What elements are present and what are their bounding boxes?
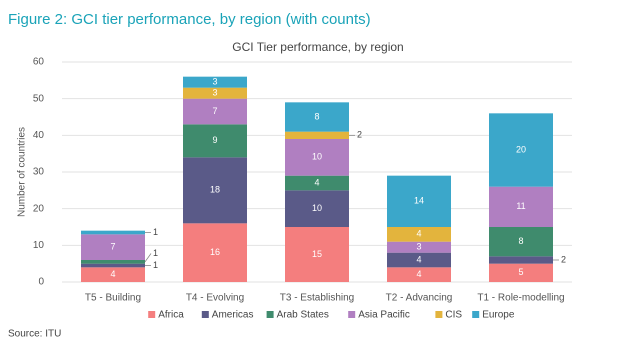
y-tick-label: 30 <box>33 167 45 178</box>
value-label: 2 <box>561 254 566 264</box>
bar-segment <box>81 263 145 268</box>
value-label: 16 <box>210 247 220 257</box>
legend-swatch <box>472 311 480 318</box>
value-label: 4 <box>416 254 421 264</box>
value-label: 4 <box>110 269 115 279</box>
figure-title: Figure 2: GCI tier performance, by regio… <box>8 11 371 28</box>
bar-segment <box>489 263 553 282</box>
value-label: 7 <box>212 106 217 116</box>
x-tick-label: T2 - Advancing <box>386 293 453 304</box>
y-tick-label: 60 <box>33 57 45 68</box>
bar-segment <box>387 227 451 242</box>
bar-segment <box>285 139 349 176</box>
bar-segment <box>489 113 553 187</box>
x-tick-label: T1 - Role-modelling <box>477 293 564 304</box>
bar-segment <box>81 230 145 235</box>
bar-segment <box>81 260 145 264</box>
legend-label: Asia Pacific <box>358 310 410 321</box>
legend-label: Europe <box>482 310 515 321</box>
bar-segment <box>489 186 553 227</box>
value-label: 20 <box>516 144 526 154</box>
y-axis-label: Number of countries <box>17 127 28 217</box>
y-tick-label: 20 <box>33 203 45 214</box>
bar-segment <box>183 87 247 99</box>
bar-segment <box>285 102 349 132</box>
bar-segment <box>489 227 553 257</box>
bar-segment <box>285 175 349 191</box>
value-label: 4 <box>416 269 421 279</box>
bar-segment <box>183 157 247 224</box>
value-label: 1 <box>153 248 158 258</box>
bar-segment <box>285 227 349 282</box>
legend-label: Arab States <box>277 310 329 321</box>
legend-label: CIS <box>445 310 462 321</box>
source: Source: ITU <box>8 329 61 340</box>
legend-swatch <box>148 311 156 318</box>
value-label: 8 <box>314 111 319 121</box>
bar-segment <box>81 267 145 282</box>
leader-line <box>144 253 152 263</box>
y-tick-label: 50 <box>33 93 45 104</box>
bar-segment <box>183 76 247 88</box>
bar-segment <box>285 190 349 227</box>
value-label: 7 <box>110 242 115 252</box>
value-label: 8 <box>518 236 523 246</box>
value-label: 9 <box>212 135 217 145</box>
x-tick-label: T4 - Evolving <box>186 293 244 304</box>
value-label: 2 <box>357 130 362 140</box>
bar-segment <box>387 252 451 268</box>
value-label: 10 <box>312 203 322 213</box>
value-label: 10 <box>312 152 322 162</box>
value-label: 4 <box>314 177 319 187</box>
value-label: 15 <box>312 249 322 259</box>
value-label: 1 <box>153 260 158 270</box>
legend-swatch <box>266 311 274 318</box>
legend-label: Africa <box>158 310 184 321</box>
value-label: 18 <box>210 185 220 195</box>
value-label: 3 <box>212 88 217 98</box>
value-label: 1 <box>153 227 158 237</box>
bar-segment <box>183 98 247 125</box>
value-label: 14 <box>414 196 424 206</box>
bar-segment <box>285 131 349 139</box>
x-tick-label: T3 - Establishing <box>280 293 354 304</box>
bar-segment <box>387 175 451 227</box>
x-tick-label: T5 - Building <box>85 293 141 304</box>
legend-label: Americas <box>212 310 254 321</box>
legend-swatch <box>201 311 209 318</box>
value-label: 3 <box>416 242 421 252</box>
bar-segment <box>387 241 451 253</box>
bar-segment <box>387 267 451 282</box>
chart-title: GCI Tier performance, by region <box>232 40 403 54</box>
bar-segment <box>81 234 145 260</box>
bar-segment <box>183 124 247 158</box>
y-tick-label: 10 <box>33 240 45 251</box>
bar-segment <box>183 223 247 282</box>
value-label: 5 <box>518 267 523 277</box>
value-label: 11 <box>516 201 525 211</box>
y-tick-label: 40 <box>33 130 45 141</box>
legend-swatch <box>348 311 356 318</box>
value-label: 4 <box>416 229 421 239</box>
bar-segment <box>489 256 553 264</box>
y-tick-label: 0 <box>38 277 44 288</box>
legend-swatch <box>435 311 443 318</box>
value-label: 3 <box>212 77 217 87</box>
